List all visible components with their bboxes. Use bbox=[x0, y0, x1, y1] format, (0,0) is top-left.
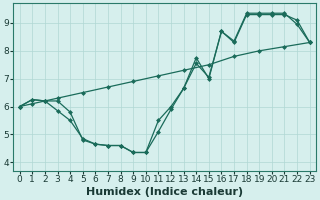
X-axis label: Humidex (Indice chaleur): Humidex (Indice chaleur) bbox=[86, 187, 243, 197]
